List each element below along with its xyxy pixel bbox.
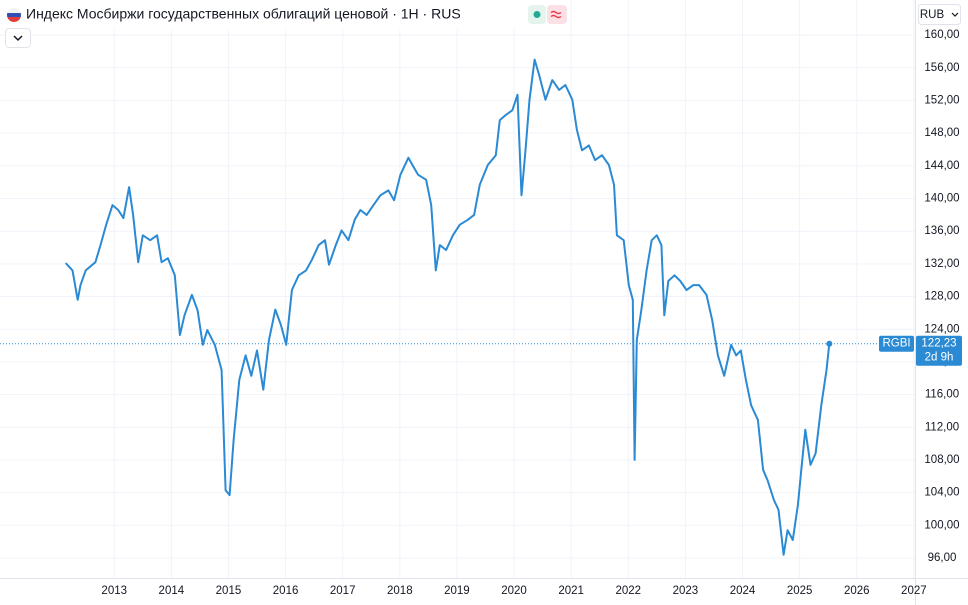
symbol-tag [879,335,914,352]
axes: 96,00100,00104,00108,00112,00116,00120,0… [101,29,962,597]
x-tick-label: 2013 [101,585,127,597]
flag-icon [7,8,21,22]
y-tick-label: 116,00 [925,389,959,401]
y-tick-label: 100,00 [924,519,959,531]
x-tick-label: 2027 [901,585,927,597]
chevron-icon [13,35,23,42]
x-tick-label: 2014 [159,585,185,597]
y-tick-label: 128,00 [924,291,959,303]
y-tick-label: 96,00 [928,552,957,564]
x-tick-label: 2022 [615,585,641,597]
x-tick-label: 2017 [330,585,356,597]
currency-chevron [951,12,959,17]
chart-title: Индекс Мосбиржи государственных облигаци… [26,6,461,22]
y-tick-label: 104,00 [924,487,959,499]
countdown-label: 2d 9h [925,352,954,364]
x-tick-label: 2026 [844,585,870,597]
header-bg [0,0,560,30]
y-tick-label: 156,00 [924,62,959,74]
delay-icon [550,10,562,19]
delay-badge [547,5,567,24]
status-dot [533,11,541,18]
price-tag [916,335,962,366]
y-tick-label: 148,00 [924,127,959,139]
y-tick-label: 108,00 [924,454,959,466]
price-tag-label: 122,23 [921,338,956,350]
y-tick-label: 140,00 [924,193,959,205]
y-tick-label: 136,00 [924,225,959,237]
plot [0,58,915,556]
x-tick-label: 2025 [787,585,813,597]
y-tick-label: 144,00 [924,160,959,172]
x-tick-label: 2021 [558,585,584,597]
y-tick-label: 132,00 [924,258,959,270]
x-tick-label: 2024 [730,585,756,597]
currency-label: RUB [920,9,945,21]
price-line [64,58,831,556]
x-tick-label: 2018 [387,585,413,597]
x-tick-label: 2020 [501,585,527,597]
collapse-button[interactable] [5,28,31,48]
x-tick-label: 2015 [216,585,242,597]
last-point [826,340,833,347]
y-tick-label: 124,00 [924,323,959,335]
grid [0,0,915,578]
y-tick-label: 112,00 [925,421,959,433]
x-tick-label: 2016 [273,585,299,597]
x-tick-label: 2023 [673,585,699,597]
x-tick-label: 2019 [444,585,470,597]
currency-box[interactable] [918,4,961,25]
y-tick-label: 152,00 [924,95,959,107]
symbol-label: RGBI [882,338,910,350]
y-tick-label: 160,00 [924,29,959,41]
